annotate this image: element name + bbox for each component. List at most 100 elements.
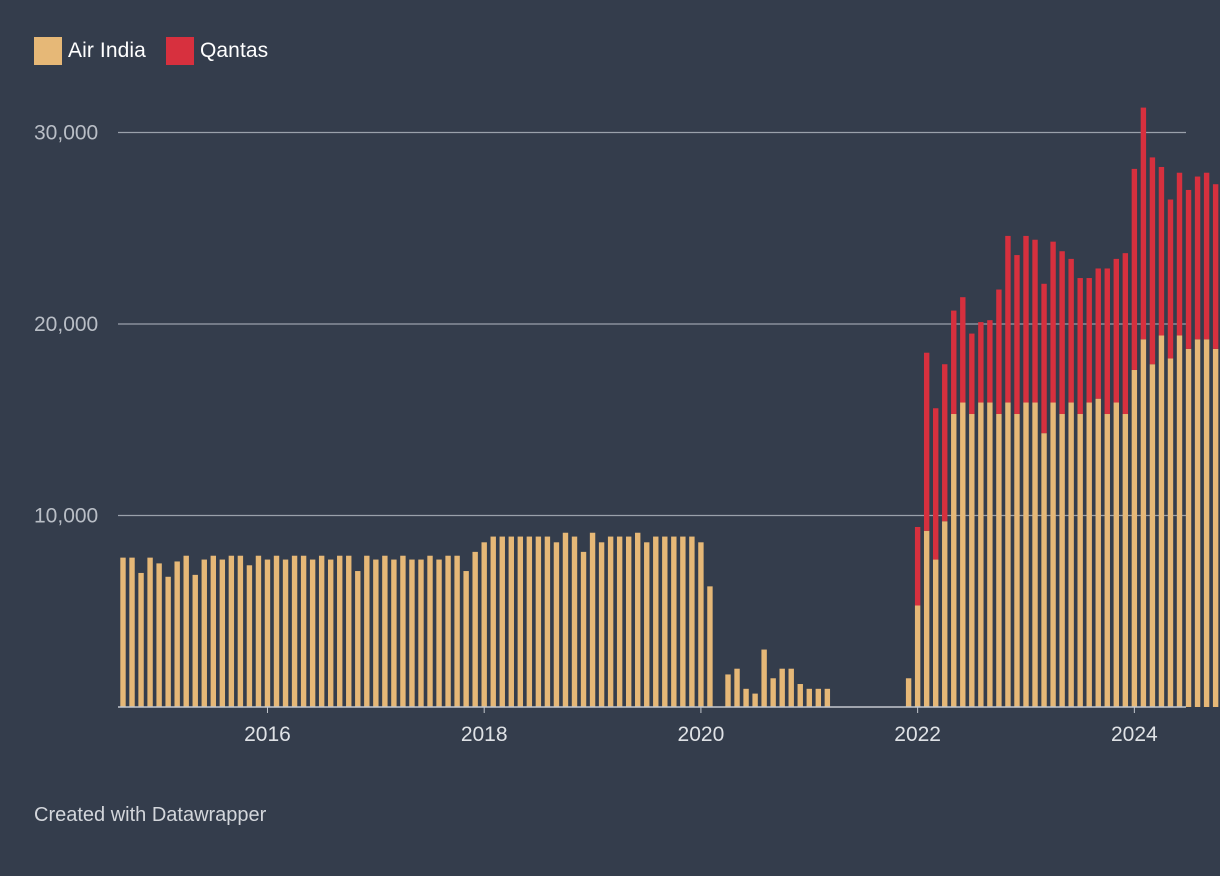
bar-qantas (1167, 199, 1174, 359)
bar-air-india (689, 536, 695, 707)
bar-qantas (1086, 278, 1092, 403)
bar-qantas (969, 333, 975, 415)
bar-air-india (806, 688, 812, 707)
bar-air-india (1194, 339, 1201, 707)
bar-qantas (1122, 253, 1129, 415)
bar-air-india (942, 521, 948, 707)
bar-qantas (1176, 172, 1183, 336)
bar-air-india (707, 586, 713, 707)
bar-air-india (273, 555, 280, 707)
bar-air-india (1149, 364, 1156, 707)
bar-qantas (1113, 258, 1119, 403)
bar-air-india (824, 688, 831, 707)
legend-label-air-india: Air India (68, 39, 146, 62)
bar-air-india (1032, 402, 1038, 707)
bar-air-india (237, 555, 244, 707)
legend-swatch-air-india (34, 37, 62, 65)
bar-air-india (427, 555, 433, 707)
bar-air-india (1185, 348, 1192, 707)
bar-air-india (752, 693, 758, 707)
bar-qantas (1005, 235, 1011, 403)
bar-qantas (987, 320, 993, 403)
axes: 10,000 20,000 30,000 2016 2018 2020 2022 2024 (34, 122, 1186, 746)
bar-air-india (671, 536, 677, 707)
bar-qantas (1032, 239, 1038, 403)
bar-air-india (246, 565, 253, 707)
bar-air-india (490, 536, 496, 707)
bar-air-india (400, 555, 406, 707)
bars (120, 107, 1219, 708)
y-tick-label: 20,000 (34, 313, 98, 336)
bar-air-india (1014, 414, 1020, 707)
bar-air-india (255, 555, 262, 707)
bar-air-india (1212, 348, 1219, 707)
bar-air-india (508, 536, 514, 707)
bar-qantas (1077, 278, 1083, 414)
bar-air-india (571, 536, 578, 707)
bar-air-india (698, 542, 704, 707)
bar-qantas (1158, 166, 1165, 336)
bar-air-india (355, 571, 361, 707)
bar-qantas (914, 526, 921, 606)
bar-air-india (644, 542, 650, 707)
bar-air-india (210, 555, 216, 707)
bar-air-india (680, 536, 686, 707)
legend: Air India Qantas (34, 36, 268, 66)
bar-air-india (562, 532, 569, 707)
bar-air-india (987, 402, 993, 707)
bar-air-india (481, 542, 487, 707)
bar-qantas (933, 408, 939, 560)
x-tick-label: 2020 (678, 723, 725, 746)
bar-air-india (391, 559, 397, 707)
bar-air-india (300, 555, 307, 707)
bar-qantas (1059, 251, 1065, 414)
bar-air-india (309, 559, 316, 707)
x-tick-label: 2018 (461, 723, 508, 746)
bar-air-india (1077, 414, 1083, 707)
bar-air-india (734, 668, 740, 707)
y-tick-label: 30,000 (34, 122, 98, 145)
bar-air-india (553, 542, 560, 707)
bar-qantas (923, 352, 930, 531)
bar-air-india (382, 555, 388, 707)
bar-qantas (951, 310, 957, 415)
bar-air-india (327, 559, 334, 707)
bar-qantas (1203, 172, 1210, 340)
bar-air-india (156, 563, 162, 708)
bar-air-india (923, 530, 930, 707)
bar-air-india (1005, 402, 1011, 707)
bar-air-india (761, 649, 767, 707)
bar-air-india (815, 688, 822, 707)
legend-item-air-india: Air India (34, 37, 146, 65)
bar-qantas (1131, 168, 1138, 370)
legend-label-qantas: Qantas (199, 39, 269, 62)
bar-air-india (1113, 402, 1119, 707)
bar-air-india (598, 542, 605, 707)
bar-air-india (337, 555, 343, 707)
bar-air-india (653, 536, 659, 707)
bar-air-india (1050, 402, 1056, 707)
bar-air-india (1104, 414, 1110, 707)
bar-air-india (174, 561, 180, 707)
legend-item-qantas: Qantas (165, 37, 269, 65)
bar-air-india (147, 557, 153, 707)
bar-air-india (201, 559, 207, 707)
bar-qantas (996, 289, 1002, 414)
bar-air-india (445, 555, 451, 707)
bar-air-india (526, 536, 533, 707)
bar-air-india (1122, 414, 1129, 707)
bar-air-india (797, 684, 803, 707)
bar-qantas (1149, 157, 1156, 365)
bar-air-india (978, 402, 984, 707)
bar-air-india (463, 571, 469, 707)
bar-air-india (346, 555, 352, 707)
bar-air-india (120, 557, 126, 707)
bar-air-india (1041, 433, 1047, 707)
bar-qantas (960, 297, 966, 403)
bar-air-india (1176, 335, 1183, 707)
bar-air-india (951, 414, 957, 707)
bar-air-india (770, 678, 776, 707)
bar-air-india (905, 678, 912, 707)
bar-air-india (1203, 339, 1210, 707)
bar-air-india (409, 559, 415, 707)
